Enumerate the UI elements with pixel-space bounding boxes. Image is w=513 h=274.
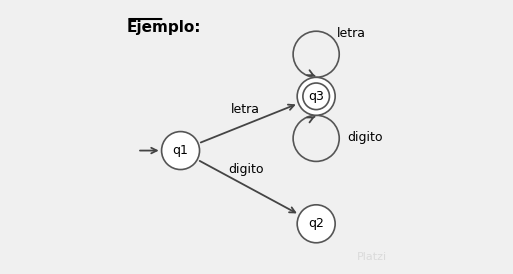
Text: letra: letra: [231, 103, 260, 116]
Circle shape: [297, 205, 335, 243]
Circle shape: [297, 77, 335, 115]
Text: Ejemplo:: Ejemplo:: [126, 20, 201, 35]
Circle shape: [162, 132, 200, 170]
Text: letra: letra: [337, 27, 366, 41]
Text: q1: q1: [172, 144, 188, 157]
Text: digito: digito: [347, 130, 383, 144]
Text: q2: q2: [308, 217, 324, 230]
Text: digito: digito: [228, 163, 263, 176]
Text: Platzi: Platzi: [357, 252, 387, 262]
Text: q3: q3: [308, 90, 324, 103]
